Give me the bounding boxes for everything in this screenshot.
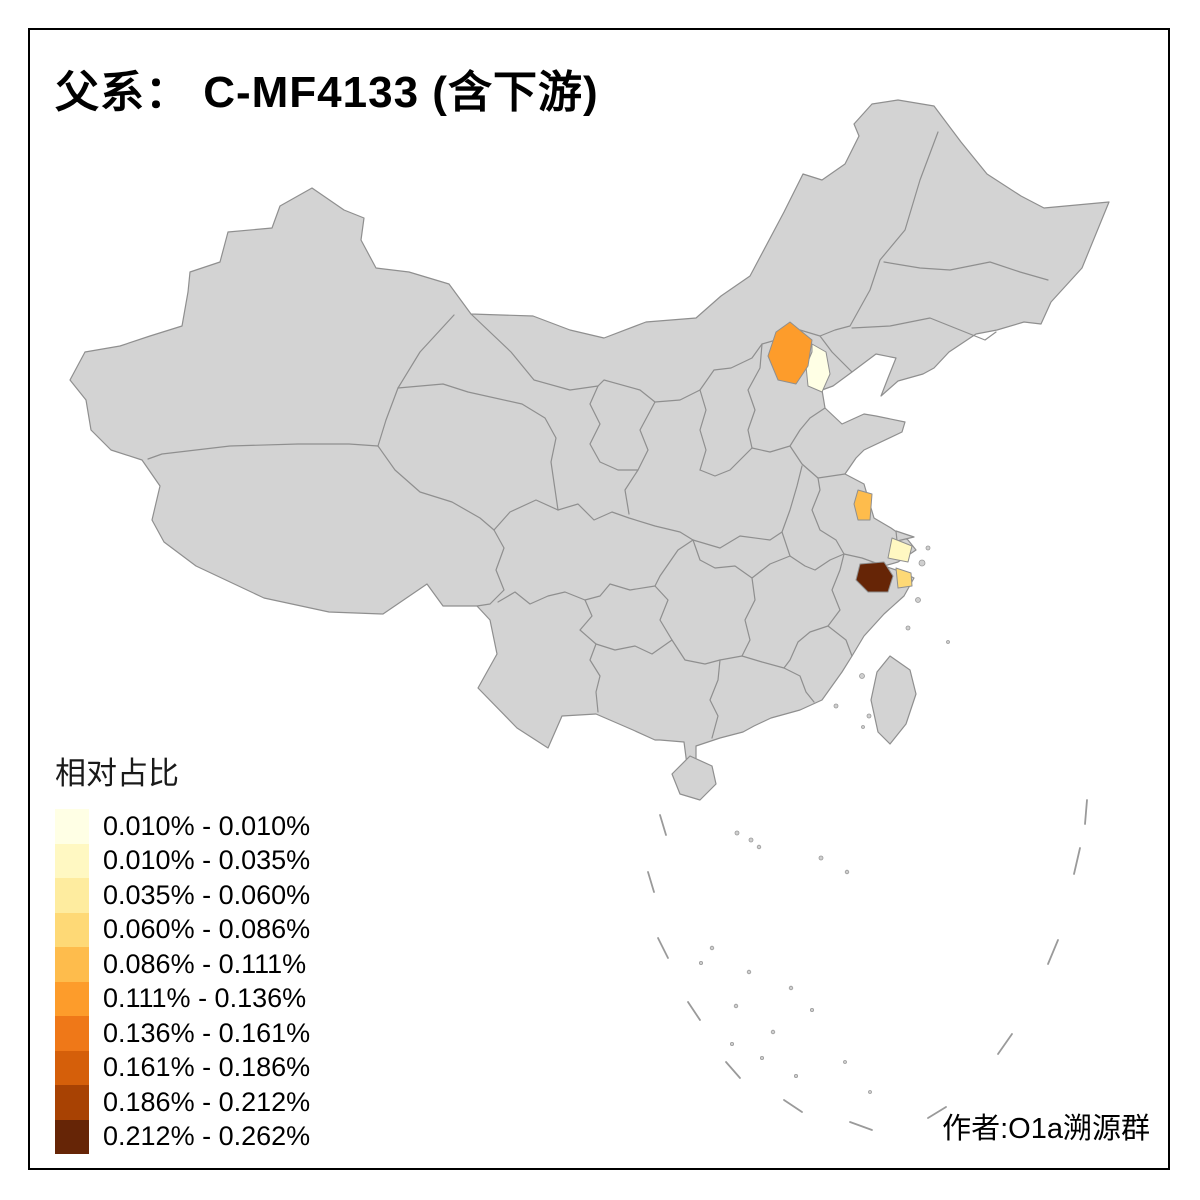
figure-border-frame	[28, 28, 1170, 1170]
legend-label: 0.060% - 0.086%	[103, 914, 311, 945]
legend-label: 0.111% - 0.136%	[103, 983, 307, 1014]
page-title: 父系： C-MF4133 (含下游)	[55, 68, 599, 117]
legend-swatch	[55, 1085, 89, 1120]
land-areas	[69, 99, 1110, 801]
legend-swatch	[55, 981, 89, 1016]
legend-label: 0.212% - 0.262%	[103, 1121, 311, 1152]
legend-swatch	[55, 878, 89, 913]
legend-item: 0.010% - 0.035%	[55, 843, 311, 878]
legend-label: 0.136% - 0.161%	[103, 1017, 311, 1048]
legend-item: 0.212% - 0.262%	[55, 1119, 311, 1154]
region-tianjin	[805, 343, 831, 393]
attribution-text: 作者:O1a溯源群	[942, 1113, 1150, 1145]
legend-swatch	[55, 912, 89, 947]
highlighted-regions	[767, 321, 913, 593]
legend-item: 0.035% - 0.060%	[55, 878, 310, 913]
region-eastern-zhejiang	[895, 567, 913, 589]
taiwan-island	[870, 655, 917, 745]
legend-label: 0.086% - 0.111%	[103, 948, 307, 979]
legend-item: 0.161% - 0.186%	[55, 1050, 311, 1085]
region-shanghai-area	[887, 537, 913, 563]
region-northern-zhejiang	[855, 561, 894, 593]
coastal-islets	[699, 545, 950, 1094]
legend-swatch	[55, 843, 89, 878]
legend-item: 0.111% - 0.136%	[55, 981, 310, 1016]
legend-swatch	[55, 809, 89, 844]
mainland-china-region	[69, 99, 1110, 766]
legend-label: 0.186% - 0.212%	[103, 1086, 311, 1117]
legend-swatch	[55, 1050, 89, 1085]
region-beijing	[767, 321, 813, 385]
legend-title: 相对占比	[55, 756, 179, 791]
legend-label: 0.010% - 0.035%	[103, 845, 311, 876]
nine-dash-line	[647, 799, 1088, 1131]
legend-swatch	[55, 947, 89, 982]
legend-item: 0.010% - 0.010%	[55, 809, 310, 844]
region-central-jiangsu	[853, 489, 873, 521]
legend-item: 0.186% - 0.212%	[55, 1085, 310, 1120]
legend-item: 0.136% - 0.161%	[55, 1016, 310, 1051]
legend-label: 0.010% - 0.010%	[103, 810, 311, 841]
legend-label: 0.161% - 0.186%	[103, 1052, 311, 1083]
province-borders	[147, 131, 1049, 739]
legend-swatch	[55, 1119, 89, 1154]
legend: 相对占比 0.010% - 0.010% 0.010% - 0.035% 0.0…	[55, 748, 310, 1154]
legend-item: 0.086% - 0.111%	[55, 947, 310, 982]
legend-swatch	[55, 1016, 89, 1051]
hainan-island	[671, 755, 717, 801]
legend-label: 0.035% - 0.060%	[103, 879, 311, 910]
chongming-island	[895, 530, 915, 542]
legend-item: 0.060% - 0.086%	[55, 912, 311, 947]
